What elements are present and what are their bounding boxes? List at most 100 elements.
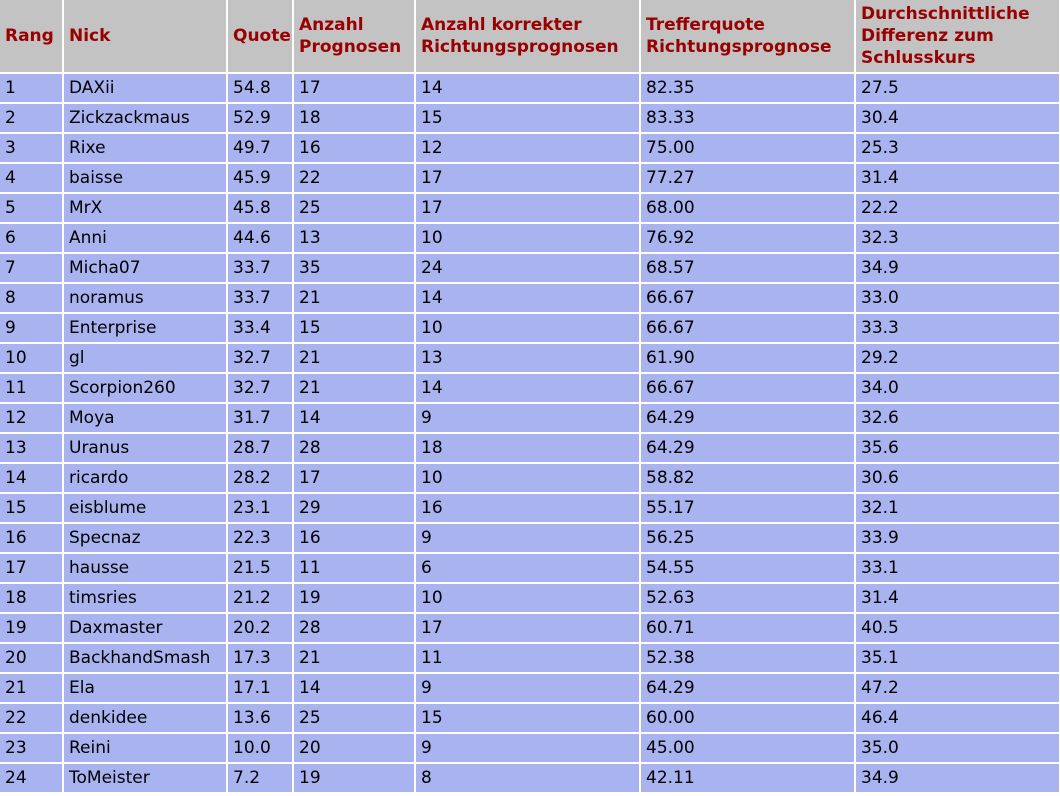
table-row: 21 Ela 17.1 14 9 64.29 47.2 xyxy=(0,673,1060,704)
cell-anzahl-prognosen: 25 xyxy=(293,193,416,224)
cell-trefferquote-richtungsprognose: 77.27 xyxy=(640,163,856,194)
cell-durchschnittliche-differenz: 31.4 xyxy=(855,163,1060,194)
cell-trefferquote-richtungsprognose: 54.55 xyxy=(640,553,856,584)
table-row: 5 MrX 45.8 25 17 68.00 22.2 xyxy=(0,193,1060,224)
cell-trefferquote-richtungsprognose: 64.29 xyxy=(640,403,856,434)
table-row: 20 BackhandSmash 17.3 21 11 52.38 35.1 xyxy=(0,643,1060,674)
cell-anzahl-prognosen: 28 xyxy=(293,433,416,464)
cell-rang: 1 xyxy=(0,73,64,104)
cell-quote: 45.8 xyxy=(227,193,294,224)
cell-nick: ToMeister xyxy=(63,763,228,794)
cell-durchschnittliche-differenz: 33.1 xyxy=(855,553,1060,584)
cell-anzahl-korrekter-richtungsprognosen: 10 xyxy=(415,583,641,614)
cell-anzahl-korrekter-richtungsprognosen: 11 xyxy=(415,643,641,674)
cell-quote: 22.3 xyxy=(227,523,294,554)
cell-rang: 12 xyxy=(0,403,64,434)
cell-durchschnittliche-differenz: 29.2 xyxy=(855,343,1060,374)
cell-quote: 10.0 xyxy=(227,733,294,764)
cell-nick: Anni xyxy=(63,223,228,254)
cell-anzahl-korrekter-richtungsprognosen: 16 xyxy=(415,493,641,524)
table-row: 23 Reini 10.0 20 9 45.00 35.0 xyxy=(0,733,1060,764)
cell-nick: eisblume xyxy=(63,493,228,524)
cell-quote: 7.2 xyxy=(227,763,294,794)
cell-trefferquote-richtungsprognose: 55.17 xyxy=(640,493,856,524)
cell-nick: baisse xyxy=(63,163,228,194)
cell-anzahl-prognosen: 21 xyxy=(293,283,416,314)
cell-nick: Rixe xyxy=(63,133,228,164)
cell-anzahl-prognosen: 21 xyxy=(293,373,416,404)
cell-anzahl-prognosen: 18 xyxy=(293,103,416,134)
cell-nick: Moya xyxy=(63,403,228,434)
cell-anzahl-prognosen: 19 xyxy=(293,763,416,794)
cell-anzahl-korrekter-richtungsprognosen: 10 xyxy=(415,463,641,494)
table-row: 4 baisse 45.9 22 17 77.27 31.4 xyxy=(0,163,1060,194)
cell-quote: 49.7 xyxy=(227,133,294,164)
cell-trefferquote-richtungsprognose: 45.00 xyxy=(640,733,856,764)
col-header-rang: Rang xyxy=(0,0,64,74)
table-row: 10 gl 32.7 21 13 61.90 29.2 xyxy=(0,343,1060,374)
cell-trefferquote-richtungsprognose: 76.92 xyxy=(640,223,856,254)
cell-anzahl-prognosen: 19 xyxy=(293,583,416,614)
cell-quote: 33.7 xyxy=(227,253,294,284)
cell-trefferquote-richtungsprognose: 75.00 xyxy=(640,133,856,164)
cell-quote: 20.2 xyxy=(227,613,294,644)
cell-anzahl-korrekter-richtungsprognosen: 9 xyxy=(415,733,641,764)
cell-anzahl-prognosen: 29 xyxy=(293,493,416,524)
cell-trefferquote-richtungsprognose: 64.29 xyxy=(640,673,856,704)
cell-rang: 18 xyxy=(0,583,64,614)
cell-rang: 16 xyxy=(0,523,64,554)
col-header-nick: Nick xyxy=(63,0,228,74)
cell-nick: Micha07 xyxy=(63,253,228,284)
cell-anzahl-korrekter-richtungsprognosen: 10 xyxy=(415,313,641,344)
cell-anzahl-korrekter-richtungsprognosen: 6 xyxy=(415,553,641,584)
cell-anzahl-korrekter-richtungsprognosen: 10 xyxy=(415,223,641,254)
cell-anzahl-prognosen: 16 xyxy=(293,133,416,164)
table-row: 18 timsries 21.2 19 10 52.63 31.4 xyxy=(0,583,1060,614)
cell-anzahl-korrekter-richtungsprognosen: 14 xyxy=(415,283,641,314)
cell-rang: 13 xyxy=(0,433,64,464)
table-row: 17 hausse 21.5 11 6 54.55 33.1 xyxy=(0,553,1060,584)
cell-nick: Ela xyxy=(63,673,228,704)
table-row: 14 ricardo 28.2 17 10 58.82 30.6 xyxy=(0,463,1060,494)
cell-anzahl-prognosen: 28 xyxy=(293,613,416,644)
leaderboard-body: 1 DAXii 54.8 17 14 82.35 27.5 2 Zickzackmaus 52.9… xyxy=(0,73,1060,794)
cell-rang: 17 xyxy=(0,553,64,584)
cell-rang: 3 xyxy=(0,133,64,164)
cell-anzahl-korrekter-richtungsprognosen: 17 xyxy=(415,163,641,194)
cell-trefferquote-richtungsprognose: 82.35 xyxy=(640,73,856,104)
table-row: 24 ToMeister 7.2 19 8 42.11 34.9 xyxy=(0,763,1060,794)
cell-quote: 52.9 xyxy=(227,103,294,134)
cell-durchschnittliche-differenz: 40.5 xyxy=(855,613,1060,644)
table-row: 1 DAXii 54.8 17 14 82.35 27.5 xyxy=(0,73,1060,104)
cell-rang: 24 xyxy=(0,763,64,794)
cell-durchschnittliche-differenz: 22.2 xyxy=(855,193,1060,224)
cell-nick: Daxmaster xyxy=(63,613,228,644)
cell-durchschnittliche-differenz: 32.1 xyxy=(855,493,1060,524)
cell-rang: 21 xyxy=(0,673,64,704)
cell-anzahl-korrekter-richtungsprognosen: 9 xyxy=(415,673,641,704)
cell-anzahl-korrekter-richtungsprognosen: 17 xyxy=(415,613,641,644)
cell-anzahl-korrekter-richtungsprognosen: 15 xyxy=(415,703,641,734)
table-row: 11 Scorpion260 32.7 21 14 66.67 34.0 xyxy=(0,373,1060,404)
cell-quote: 13.6 xyxy=(227,703,294,734)
table-row: 9 Enterprise 33.4 15 10 66.67 33.3 xyxy=(0,313,1060,344)
cell-rang: 23 xyxy=(0,733,64,764)
cell-rang: 5 xyxy=(0,193,64,224)
cell-rang: 7 xyxy=(0,253,64,284)
cell-quote: 33.7 xyxy=(227,283,294,314)
cell-trefferquote-richtungsprognose: 66.67 xyxy=(640,283,856,314)
cell-durchschnittliche-differenz: 32.3 xyxy=(855,223,1060,254)
cell-anzahl-prognosen: 21 xyxy=(293,343,416,374)
table-row: 22 denkidee 13.6 25 15 60.00 46.4 xyxy=(0,703,1060,734)
cell-quote: 54.8 xyxy=(227,73,294,104)
cell-trefferquote-richtungsprognose: 64.29 xyxy=(640,433,856,464)
cell-durchschnittliche-differenz: 33.0 xyxy=(855,283,1060,314)
cell-durchschnittliche-differenz: 33.9 xyxy=(855,523,1060,554)
cell-rang: 19 xyxy=(0,613,64,644)
cell-anzahl-korrekter-richtungsprognosen: 24 xyxy=(415,253,641,284)
cell-anzahl-prognosen: 17 xyxy=(293,73,416,104)
cell-anzahl-korrekter-richtungsprognosen: 18 xyxy=(415,433,641,464)
cell-rang: 14 xyxy=(0,463,64,494)
cell-durchschnittliche-differenz: 30.6 xyxy=(855,463,1060,494)
cell-nick: ricardo xyxy=(63,463,228,494)
